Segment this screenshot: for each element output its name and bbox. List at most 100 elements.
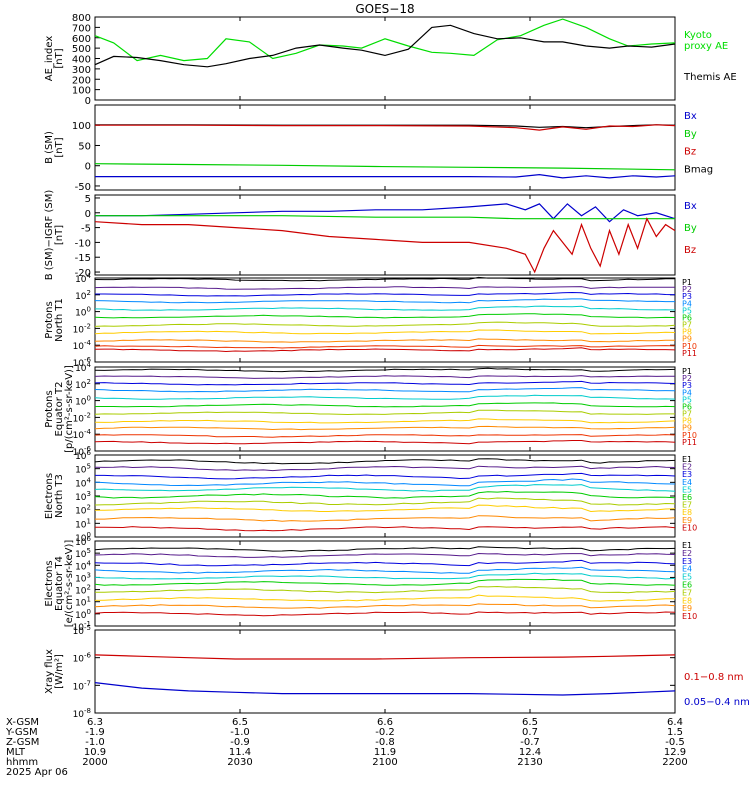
x-axis-row-value: 11.9 (374, 747, 396, 758)
legend-e2: E2 (682, 549, 692, 558)
x-axis-row-value: 2130 (517, 757, 542, 768)
y-axis-label: Electrons (44, 560, 55, 606)
x-axis-row-label: X-GSM (6, 717, 39, 728)
x-axis-row-value: -0.5 (665, 737, 685, 748)
legend-p2: P2 (682, 285, 692, 294)
legend-p5: P5 (682, 306, 692, 315)
y-tick-label: 300 (72, 65, 91, 76)
y-tick-label: 101 (75, 517, 91, 530)
x-axis-row-value: -1.0 (230, 727, 250, 738)
y-axis-label: B (SM) (44, 131, 55, 164)
legend-p7: P7 (682, 321, 692, 330)
y-tick-label: -10 (75, 238, 91, 249)
x-axis-row-value: -1.0 (85, 737, 105, 748)
y-tick-label: 102 (75, 584, 91, 597)
channel-line-p9 (94, 425, 676, 431)
y-tick-label: 700 (72, 23, 91, 34)
y-tick-label: 0 (85, 162, 91, 173)
series-line-0-05-0-4-nm (94, 682, 676, 696)
legend-e1: E1 (682, 455, 692, 464)
legend-e3: E3 (682, 557, 692, 566)
channel-line-e3 (95, 472, 676, 480)
x-axis-row-label: MLT (6, 747, 26, 758)
legend-e10: E10 (682, 612, 697, 621)
x-axis-row-value: 10.9 (84, 747, 106, 758)
channel-line-p2 (94, 375, 676, 379)
legend-p4: P4 (682, 299, 692, 308)
y-tick-label: 104 (75, 476, 91, 489)
y-tick-label: 103 (75, 490, 91, 503)
channel-line-p3 (94, 380, 676, 386)
channel-line-e1 (94, 458, 676, 465)
series-line-by (94, 163, 676, 171)
y-axis-label: Electrons (44, 473, 55, 519)
channel-line-p5 (94, 394, 676, 400)
y-tick-label: 500 (72, 44, 91, 55)
x-axis-row-value: -0.2 (375, 727, 395, 738)
legend-e7: E7 (682, 501, 692, 510)
panel-frame (94, 16, 676, 101)
y-tick-label: 102 (75, 378, 91, 391)
x-axis-row-value: 0.7 (522, 727, 538, 738)
y-tick-label: 10-8 (73, 707, 91, 720)
x-axis-row-value: 6.4 (667, 717, 683, 728)
x-axis-row-value: 2100 (372, 757, 397, 768)
channel-line-e9 (94, 603, 676, 609)
x-axis-row-value: 11.4 (229, 747, 251, 758)
legend-e8: E8 (682, 596, 692, 605)
y-tick-label: 10-7 (73, 679, 91, 692)
x-axis-row-value: 2200 (662, 757, 687, 768)
y-axis-label: Xray flux (44, 649, 55, 694)
x-axis-row-value: -1.9 (85, 727, 105, 738)
y-axis-label: [p/(cm²-s-sr-keV)] (64, 365, 75, 453)
x-axis-row-value: -0.8 (375, 737, 395, 748)
y-axis-label: North T3 (54, 474, 65, 518)
channel-line-p4 (94, 298, 675, 304)
channel-line-p6 (95, 402, 676, 408)
channel-line-e9 (95, 515, 676, 522)
channel-line-e6 (94, 490, 676, 499)
y-tick-label: 104 (75, 361, 91, 374)
y-tick-label: 100 (75, 608, 91, 621)
series-line-bz (95, 124, 676, 131)
channel-line-p10 (94, 434, 676, 438)
x-axis-row-label: Z-GSM (6, 737, 39, 748)
legend-p7: P7 (682, 410, 692, 419)
channel-line-p8 (94, 418, 676, 424)
channel-line-e8 (95, 504, 676, 513)
series-line-bz (94, 217, 676, 274)
series-line-by (95, 215, 675, 220)
x-axis-row-value: -0.9 (230, 737, 250, 748)
y-tick-label: 106 (75, 449, 91, 462)
channel-line-e10 (94, 611, 676, 617)
panel-xray: Xray flux [W/m²] 10-8 10-7 10-6 10-5 0.1−0.8 n… (44, 624, 750, 720)
legend-p3: P3 (682, 292, 692, 301)
legend-entry: Bx (684, 111, 697, 122)
channel-line-p3 (95, 291, 676, 297)
channel-line-e7 (94, 585, 676, 594)
channel-line-p11 (94, 347, 676, 353)
channel-line-e5 (94, 572, 676, 580)
legend-e6: E6 (682, 493, 692, 502)
y-tick-label: 200 (72, 75, 91, 86)
series-line-0-1-0-8-nm (94, 654, 676, 660)
y-tick-label: 10-2 (73, 322, 91, 335)
y-tick-label: 0 (85, 96, 91, 107)
channel-line-e4 (94, 478, 676, 487)
y-tick-label: 101 (75, 596, 91, 609)
plot-title: GOES−18 (355, 2, 414, 16)
channel-line-p9 (94, 338, 675, 343)
x-axis-row-label: Y-GSM (5, 727, 38, 738)
channel-line-p7 (94, 409, 675, 416)
x-axis-row-label: hhmm (6, 757, 38, 768)
channel-line-p1 (94, 276, 676, 282)
x-axis-row-value: 2030 (227, 757, 252, 768)
channel-line-p7 (94, 321, 676, 327)
y-tick-label: -5 (81, 224, 91, 235)
channel-line-p5 (94, 305, 676, 311)
y-tick-label: 104 (75, 559, 91, 572)
y-tick-label: -50 (75, 182, 91, 193)
x-axis-row-value: 6.5 (232, 717, 248, 728)
y-tick-label: 103 (75, 571, 91, 584)
